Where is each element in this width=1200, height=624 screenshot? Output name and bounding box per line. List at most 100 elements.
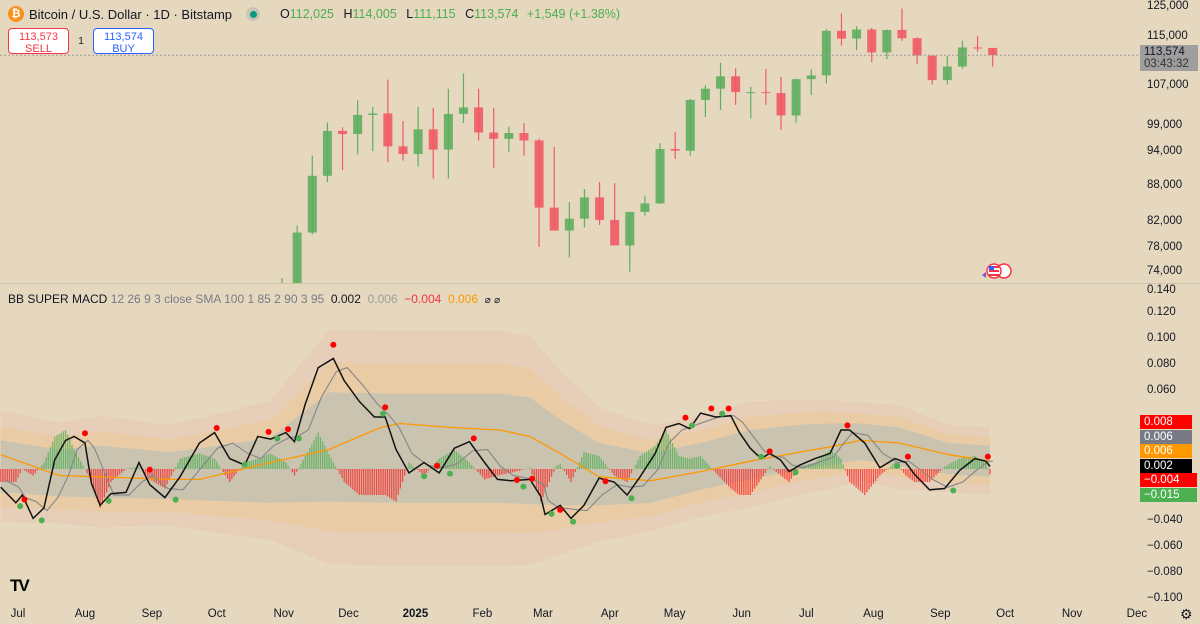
histogram-bar [388, 469, 391, 498]
histogram-bar [937, 469, 939, 474]
histogram-bar [399, 469, 402, 489]
time-tick: Aug [74, 608, 96, 620]
histogram-bar [643, 453, 646, 469]
buy-button[interactable]: 113,574 BUY [93, 28, 154, 55]
settings-gear-icon[interactable]: ⚙ [1180, 606, 1193, 622]
hidden-icon[interactable]: ⌀ [484, 295, 491, 306]
candle [625, 211, 635, 272]
histogram-bar [490, 469, 492, 478]
histogram-bar [23, 469, 26, 471]
histogram-bar [218, 465, 220, 469]
histogram-bar [15, 469, 17, 482]
histogram-bar [153, 469, 155, 482]
macd-tick: −0.060 [1147, 540, 1183, 552]
histogram-bar [741, 469, 743, 495]
histogram-bar [222, 469, 224, 472]
histogram-bar [291, 469, 294, 473]
histogram-bar [784, 469, 786, 479]
peak-dot [904, 453, 911, 460]
candle-body [610, 219, 620, 246]
histogram-bar [959, 458, 961, 469]
indicator-legend[interactable]: BB SUPER MACD 12 26 9 3 close SMA 100 1 … [8, 292, 500, 306]
histogram-bar [278, 458, 281, 469]
candle [595, 182, 605, 225]
histogram-bar [602, 461, 605, 469]
macd-value-tag: 0.008 [1140, 415, 1192, 429]
histogram-bar [103, 469, 106, 498]
histogram-bar [641, 454, 643, 469]
peak-dot [557, 506, 564, 513]
histogram-bar [520, 469, 522, 471]
histogram-bar [321, 441, 324, 469]
candle-body [278, 307, 287, 318]
histogram-bar [721, 469, 723, 480]
histogram-bar [529, 467, 531, 469]
peak-dot [213, 425, 220, 431]
candle [443, 88, 453, 179]
histogram-bar [868, 469, 870, 490]
hidden-icon[interactable]: ⌀ [494, 295, 501, 306]
histogram-bar [32, 469, 34, 476]
histogram-bar [21, 469, 24, 470]
histogram-bar [760, 469, 762, 480]
histogram-bar [948, 464, 950, 469]
candle-body [988, 47, 998, 56]
candle-body [882, 29, 892, 53]
macd-value-tag: −0.004 [1140, 473, 1197, 488]
histogram-bar [356, 469, 358, 494]
time-tick: Sep [141, 608, 163, 620]
candle [640, 195, 650, 216]
histogram-bar [494, 469, 497, 477]
peak-dot [602, 478, 609, 485]
histogram-bar [460, 455, 462, 469]
sell-button[interactable]: 113,573 SELL [8, 28, 69, 55]
histogram-bar [840, 458, 842, 469]
tradingview-logo[interactable]: TV [10, 576, 30, 595]
histogram-bar [429, 468, 432, 469]
candle [988, 47, 998, 67]
histogram-bar [825, 453, 827, 469]
histogram-bar [663, 433, 665, 469]
histogram-bar [557, 465, 559, 469]
candle [564, 202, 574, 258]
histogram-bar [147, 469, 149, 477]
histogram-bar [64, 430, 67, 469]
histogram-bar [34, 469, 36, 473]
histogram-bar [468, 462, 471, 469]
histogram-bar [471, 464, 473, 469]
candle [927, 55, 937, 85]
time-tick: Mar [532, 608, 553, 620]
histogram-bar [481, 469, 484, 477]
trough-dot [295, 435, 302, 442]
histogram-bar [572, 469, 574, 478]
candle [806, 69, 816, 96]
order-quantity[interactable]: 1 [78, 35, 84, 47]
candle-body [957, 47, 967, 67]
histogram-bar [270, 453, 272, 469]
histogram-bar [455, 451, 458, 469]
symbol-title[interactable]: Bitcoin / U.S. Dollar · 1D · Bitstamp [29, 6, 232, 22]
us-flag-event-icon[interactable] [982, 263, 1012, 279]
histogram-bar [375, 469, 378, 495]
candle-body [806, 75, 816, 80]
histogram-bar [255, 459, 257, 469]
indicator-name: BB SUPER MACD [8, 292, 108, 306]
trough-dot [17, 503, 24, 510]
histogram-bar [423, 469, 425, 476]
histogram-bar [108, 469, 110, 488]
histogram-bar [391, 469, 393, 499]
histogram-bar [717, 469, 719, 476]
peak-dot [529, 475, 536, 482]
histogram-bar [67, 434, 69, 469]
histogram-bar [818, 458, 821, 469]
candle-body [534, 140, 544, 208]
histogram-bar [475, 469, 477, 470]
histogram-bar [756, 469, 758, 486]
histogram-bar [849, 469, 851, 482]
last-price-label: 113,574 03:43:32 [1140, 45, 1198, 71]
macd-tick: 0.080 [1147, 358, 1176, 370]
histogram-bar [36, 469, 39, 471]
histogram-bar [857, 469, 859, 490]
histogram-bar [555, 466, 557, 469]
